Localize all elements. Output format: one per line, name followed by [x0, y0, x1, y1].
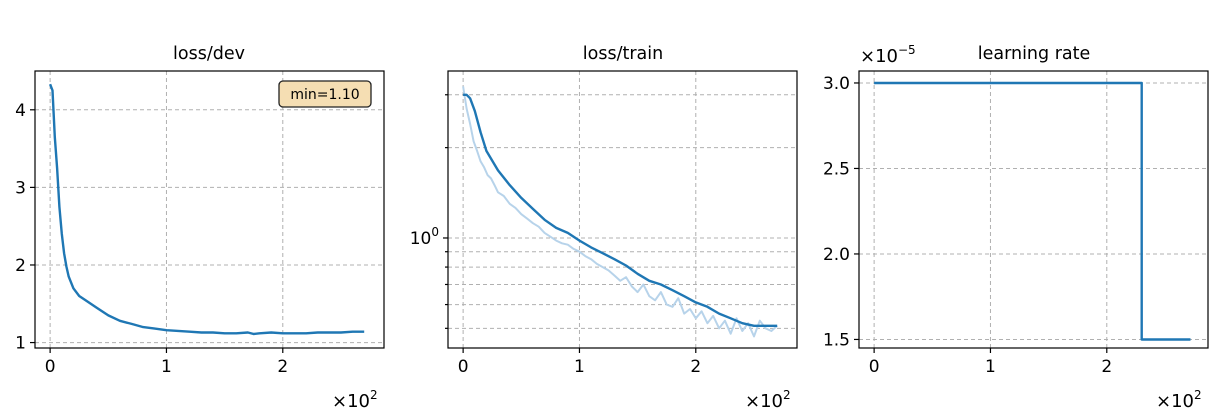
- y-tick-label: 100: [410, 225, 439, 249]
- x-offset-base: ×10: [332, 391, 370, 412]
- y-tick-label: 1.5: [823, 330, 850, 350]
- y-tick-label: 2.5: [823, 159, 850, 179]
- y-tick-label: 3.0: [823, 74, 850, 94]
- y-tick-label: 3: [15, 178, 26, 198]
- series-line: [48, 83, 365, 336]
- axes-frame: [34, 70, 385, 349]
- x-tick-label: 1: [574, 357, 585, 377]
- series-line: [874, 81, 1191, 341]
- y-offset-base: ×10: [860, 46, 898, 67]
- learning-rate-panel: learning rate 0 1 21.52.02.53.0 ×10−5 ×102: [823, 43, 1209, 412]
- x-offset-base: ×10: [745, 391, 783, 412]
- y-offset-exponent: −5: [898, 43, 916, 57]
- annotation-box: [278, 80, 372, 108]
- chart-title: loss/train: [583, 44, 663, 64]
- x-offset-exponent: 2: [783, 388, 791, 402]
- chart-title: learning rate: [978, 44, 1091, 64]
- raw-series-line: [462, 86, 778, 338]
- x-offset-base: ×10: [1156, 391, 1194, 412]
- y-tick-label: 2: [15, 256, 26, 276]
- x-tick-label: 2: [690, 357, 701, 377]
- axes-frame: [858, 70, 1209, 349]
- x-tick-label: 2: [1101, 357, 1112, 377]
- y-offset-label: ×10−5: [860, 43, 916, 67]
- x-offset-label: ×102: [1156, 388, 1202, 412]
- x-offset-exponent: 2: [370, 388, 378, 402]
- y-tick-label: 1: [15, 334, 26, 354]
- x-tick-label: 2: [277, 357, 288, 377]
- min-annotation: min=1.10: [278, 80, 372, 108]
- annotation-text: min=1.10: [290, 87, 359, 103]
- x-offset-exponent: 2: [1194, 388, 1202, 402]
- y-tick-label: 4: [15, 101, 26, 121]
- x-tick-label: 0: [458, 357, 469, 377]
- x-tick-label: 1: [985, 357, 996, 377]
- x-tick-label: 0: [869, 357, 880, 377]
- x-offset-label: ×102: [332, 388, 378, 412]
- x-offset-label: ×102: [745, 388, 791, 412]
- x-tick-label: 1: [161, 357, 172, 377]
- axes-frame: [447, 70, 798, 349]
- x-tick-label: 0: [45, 357, 56, 377]
- chart-title: loss/dev: [173, 44, 245, 64]
- series-line: [463, 93, 778, 327]
- y-tick-label: 2.0: [823, 245, 850, 265]
